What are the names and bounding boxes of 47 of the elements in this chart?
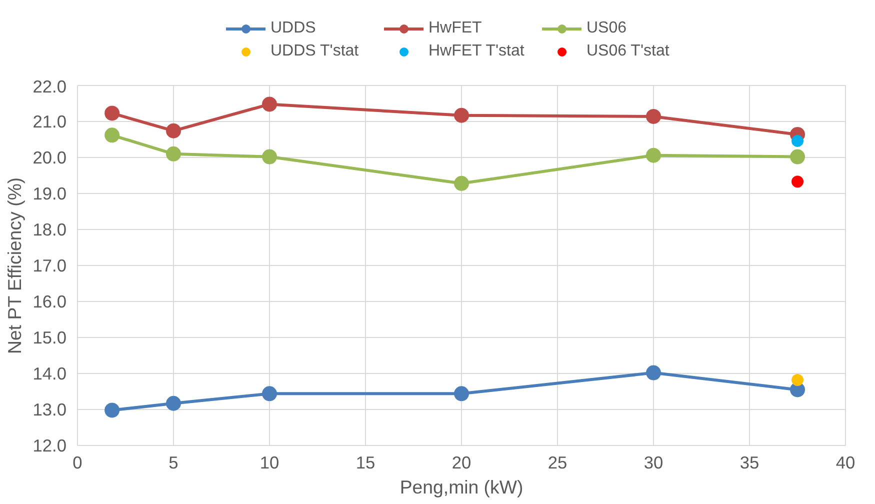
x-tick-label: 40 bbox=[836, 452, 856, 472]
point bbox=[792, 176, 804, 188]
point bbox=[646, 148, 661, 163]
point bbox=[104, 128, 120, 143]
x-tick-label: 20 bbox=[452, 452, 472, 472]
x-axis-title: Peng,min (kW) bbox=[400, 476, 524, 498]
y-tick-label: 18.0 bbox=[32, 220, 67, 240]
point bbox=[790, 149, 805, 164]
point bbox=[166, 146, 181, 162]
point bbox=[454, 108, 469, 123]
point bbox=[454, 176, 469, 191]
x-tick-label: 15 bbox=[356, 452, 376, 472]
point bbox=[262, 149, 277, 164]
y-tick-label: 21.0 bbox=[32, 112, 67, 132]
x-tick-label: 30 bbox=[644, 452, 664, 472]
legend-label: HwFET bbox=[428, 20, 483, 38]
y-tick-label: 13.0 bbox=[32, 400, 67, 420]
point bbox=[262, 386, 277, 402]
legend-label: UDDS T'stat bbox=[270, 42, 360, 60]
y-tick-label: 17.0 bbox=[32, 256, 67, 276]
x-tick-label: 5 bbox=[168, 452, 178, 472]
x-tick-label: 10 bbox=[260, 452, 280, 472]
point bbox=[104, 106, 120, 121]
point bbox=[646, 108, 661, 124]
point bbox=[104, 402, 120, 418]
y-tick-label: 22.0 bbox=[32, 76, 67, 96]
y-tick-label: 12.0 bbox=[32, 436, 67, 456]
x-tick-label: 35 bbox=[740, 452, 760, 472]
x-tick-label: 25 bbox=[548, 452, 568, 472]
point bbox=[646, 365, 661, 380]
point bbox=[792, 374, 804, 386]
y-axis-title: Net PT Efficiency (%) bbox=[4, 177, 25, 354]
x-tick-label: 0 bbox=[72, 452, 82, 472]
y-tick-label: 19.0 bbox=[32, 184, 67, 204]
point bbox=[454, 386, 469, 402]
point bbox=[166, 396, 181, 411]
y-tick-label: 16.0 bbox=[32, 292, 67, 312]
legend-label: US06 T'stat bbox=[586, 42, 670, 60]
y-tick-label: 14.0 bbox=[32, 364, 67, 384]
legend-label: HwFET T'stat bbox=[428, 42, 526, 60]
y-tick-label: 20.0 bbox=[32, 148, 67, 168]
point bbox=[792, 134, 804, 147]
point bbox=[262, 96, 277, 112]
legend-label: UDDS bbox=[270, 20, 317, 38]
legend-label: US06 bbox=[586, 20, 628, 38]
point bbox=[166, 123, 181, 138]
y-tick-label: 15.0 bbox=[32, 328, 67, 348]
